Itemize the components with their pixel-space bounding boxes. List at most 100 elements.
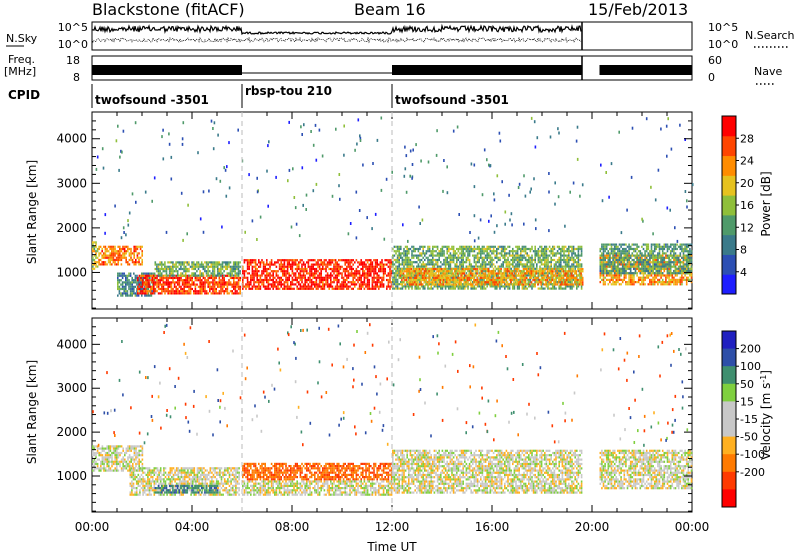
data-cell (515, 250, 517, 252)
data-cell (139, 275, 141, 277)
data-cell (288, 272, 290, 274)
data-cell (499, 257, 501, 259)
data-cell (514, 259, 516, 261)
data-cell (440, 266, 442, 268)
data-cell (235, 268, 237, 270)
data-cell (349, 266, 351, 268)
data-cell (359, 275, 361, 277)
data-cell (199, 292, 201, 294)
data-cell (220, 268, 222, 270)
data-cell (665, 274, 667, 276)
data-cell (448, 268, 450, 270)
data-cell (433, 279, 435, 281)
data-cell (414, 270, 416, 272)
data-cell (163, 281, 165, 283)
data-cell (333, 266, 335, 268)
data-cell (582, 279, 584, 281)
data-cell (435, 250, 437, 252)
data-cell (227, 292, 229, 294)
data-cell (636, 261, 638, 263)
data-cell (130, 255, 132, 257)
data-cell (352, 268, 354, 270)
data-cell (673, 281, 675, 283)
data-cell (381, 270, 383, 272)
data-cell (287, 268, 289, 270)
data-cell (681, 281, 683, 283)
data-cell (272, 272, 274, 274)
data-cell (188, 281, 190, 283)
data-cell (185, 275, 187, 277)
data-cell (378, 277, 380, 279)
data-cell (130, 273, 132, 275)
data-cell (195, 266, 197, 268)
data-cell (482, 252, 484, 254)
data-cell (606, 261, 608, 263)
data-cell (193, 275, 195, 277)
data-cell (571, 279, 573, 281)
data-cell (411, 279, 413, 281)
data-cell (632, 279, 634, 281)
data-cell (542, 277, 544, 279)
data-cell (460, 279, 462, 281)
data-cell (498, 257, 500, 259)
data-cell (122, 281, 124, 283)
data-cell (380, 268, 382, 270)
data-cell (490, 248, 492, 250)
data-cell (222, 261, 224, 263)
data-cell (196, 266, 198, 268)
data-cell (521, 270, 523, 272)
data-cell (235, 281, 237, 283)
data-cell (219, 270, 221, 272)
data-cell (252, 279, 254, 281)
data-cell (472, 275, 474, 277)
data-cell (409, 283, 411, 285)
data-cell (372, 277, 374, 279)
data-cell (109, 257, 111, 259)
data-cell (247, 286, 249, 288)
data-cell (236, 284, 238, 286)
data-cell (169, 290, 171, 292)
data-cell (548, 270, 550, 272)
data-cell (133, 261, 135, 263)
data-cell (500, 272, 502, 274)
data-cell (400, 248, 402, 250)
data-cell (386, 279, 388, 281)
data-cell (161, 268, 163, 270)
data-cell (408, 248, 410, 250)
data-cell (477, 248, 479, 250)
data-cell (135, 259, 137, 261)
data-cell (619, 274, 621, 276)
data-cell (531, 266, 533, 268)
data-cell (557, 268, 559, 270)
data-cell (365, 283, 367, 285)
data-cell (119, 286, 121, 288)
data-cell (188, 277, 190, 279)
data-cell (282, 272, 284, 274)
data-cell (163, 275, 165, 277)
data-cell (472, 270, 474, 272)
data-cell (443, 250, 445, 252)
data-cell (459, 283, 461, 285)
data-cell (228, 281, 230, 283)
data-cell (579, 255, 581, 257)
data-cell (195, 275, 197, 277)
data-cell (190, 284, 192, 286)
data-cell (437, 261, 439, 263)
data-cell (135, 279, 137, 281)
data-cell (198, 292, 200, 294)
data-cell (547, 257, 549, 259)
data-cell (309, 286, 311, 288)
data-cell (322, 261, 324, 263)
data-cell (502, 261, 504, 263)
data-cell (534, 268, 536, 270)
data-cell (427, 263, 429, 265)
data-cell (405, 255, 407, 257)
data-cell (298, 275, 300, 277)
data-cell (419, 283, 421, 285)
data-cell (138, 257, 140, 259)
data-cell (628, 279, 630, 281)
data-cell (227, 266, 229, 268)
data-cell (552, 252, 554, 254)
data-cell (534, 250, 536, 252)
data-cell (351, 283, 353, 285)
